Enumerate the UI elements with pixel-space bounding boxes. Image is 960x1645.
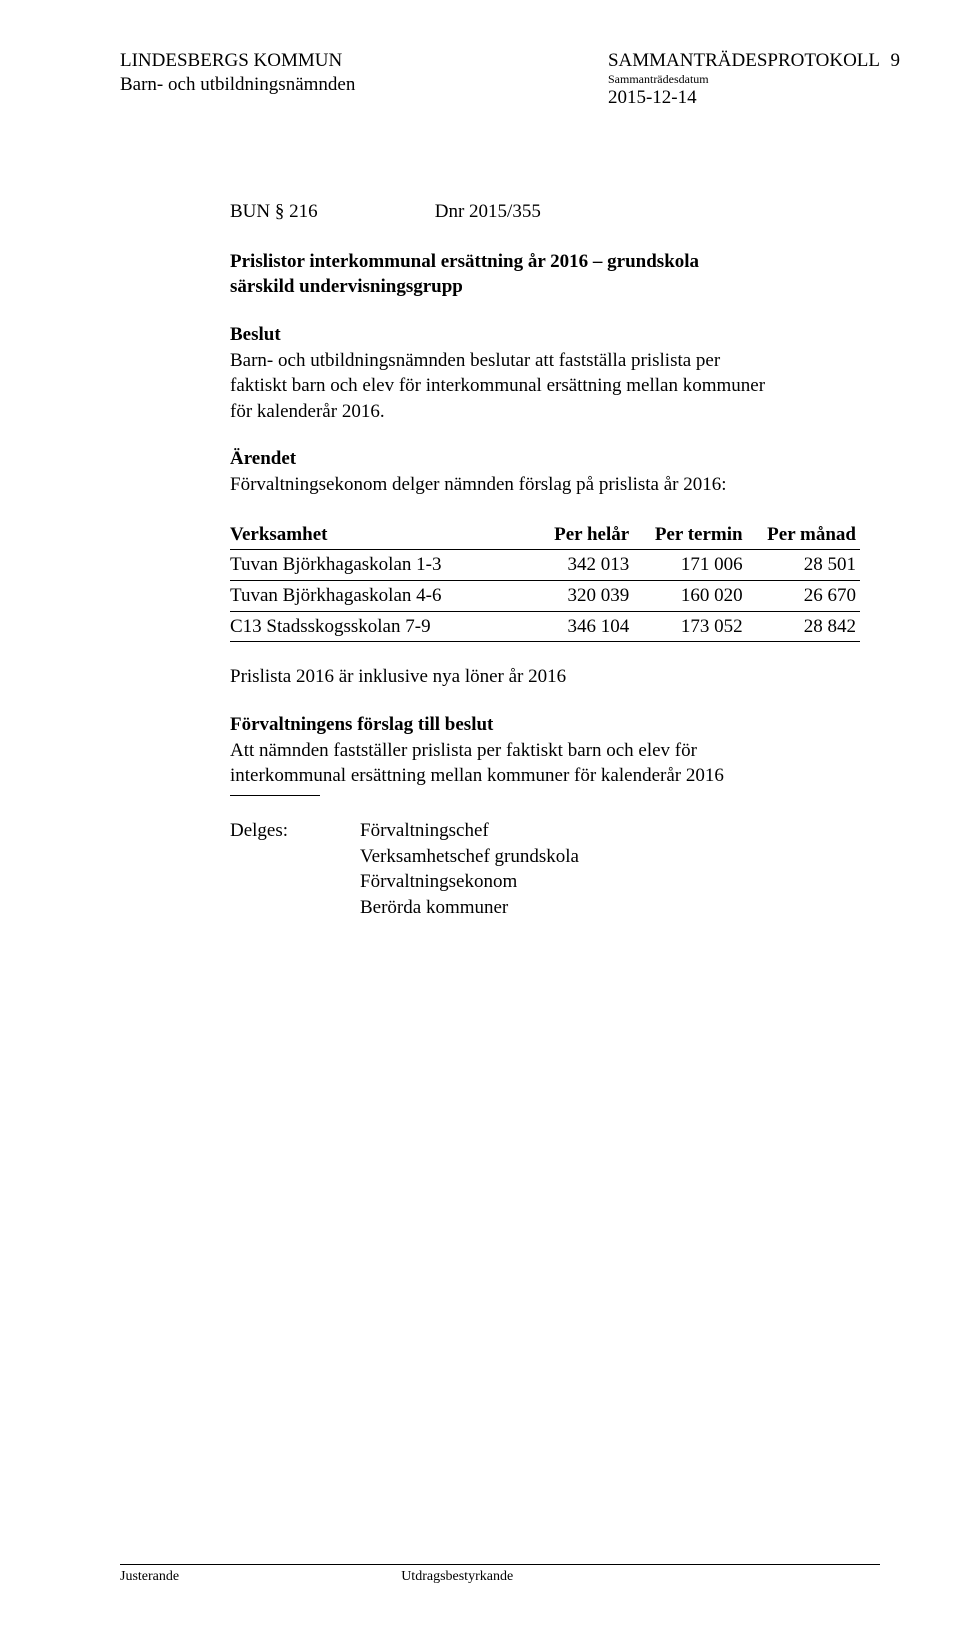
delges-label: Delges: bbox=[230, 818, 360, 844]
bun-label: BUN § 216 bbox=[230, 199, 430, 225]
cell: 26 670 bbox=[747, 581, 860, 612]
cell: 346 104 bbox=[520, 611, 633, 642]
col-helar: Per helår bbox=[520, 520, 633, 550]
delges-section: Delges: Förvaltningschef Verksamhetschef… bbox=[230, 818, 860, 921]
namnden-name: Barn- och utbildningsnämnden bbox=[120, 74, 355, 96]
col-manad: Per månad bbox=[747, 520, 860, 550]
title-line1: Prislistor interkommunal ersättning år 2… bbox=[230, 249, 860, 275]
header-left: LINDESBERGS KOMMUN Barn- och utbildnings… bbox=[120, 50, 355, 96]
cell: 171 006 bbox=[633, 550, 746, 581]
delges-values: Förvaltningschef Verksamhetschef grundsk… bbox=[360, 818, 579, 921]
arendet-label: Ärendet bbox=[230, 446, 860, 472]
separator-line bbox=[230, 795, 320, 796]
dnr: Dnr 2015/355 bbox=[435, 201, 541, 222]
beslut-text3: för kalenderår 2016. bbox=[230, 399, 860, 425]
document-page: 9 LINDESBERGS KOMMUN Barn- och utbildnin… bbox=[0, 0, 960, 1645]
kommun-name: LINDESBERGS KOMMUN bbox=[120, 50, 355, 72]
arendet-text: Förvaltningsekonom delger nämnden försla… bbox=[230, 472, 860, 498]
forslag-text2: interkommunal ersättning mellan kommuner… bbox=[230, 763, 860, 789]
footer: Justerande Utdragsbestyrkande bbox=[120, 1564, 880, 1585]
cell: Tuvan Björkhagaskolan 4-6 bbox=[230, 581, 520, 612]
cell: C13 Stadsskogsskolan 7-9 bbox=[230, 611, 520, 642]
col-verksamhet: Verksamhet bbox=[230, 520, 520, 550]
beslut-section: Beslut Barn- och utbildningsnämnden besl… bbox=[230, 322, 860, 425]
table-row: Tuvan Björkhagaskolan 1-3 342 013 171 00… bbox=[230, 550, 860, 581]
beslut-text2: faktiskt barn och elev för interkommunal… bbox=[230, 373, 860, 399]
prislista-note: Prislista 2016 är inklusive nya löner år… bbox=[230, 664, 860, 690]
arendet-section: Ärendet Förvaltningsekonom delger nämnde… bbox=[230, 446, 860, 497]
cell: 173 052 bbox=[633, 611, 746, 642]
protokoll-sub: Sammanträdesdatum bbox=[608, 72, 880, 87]
bun-row: BUN § 216 Dnr 2015/355 bbox=[230, 199, 860, 225]
header-right: SAMMANTRÄDESPROTOKOLL Sammanträdesdatum … bbox=[608, 50, 880, 109]
protokoll-title: SAMMANTRÄDESPROTOKOLL bbox=[608, 50, 880, 72]
delges-value: Berörda kommuner bbox=[360, 895, 579, 921]
table-row: C13 Stadsskogsskolan 7-9 346 104 173 052… bbox=[230, 611, 860, 642]
cell: 160 020 bbox=[633, 581, 746, 612]
beslut-text1: Barn- och utbildningsnämnden beslutar at… bbox=[230, 348, 860, 374]
table-row: Tuvan Björkhagaskolan 4-6 320 039 160 02… bbox=[230, 581, 860, 612]
cell: 28 842 bbox=[747, 611, 860, 642]
document-title: Prislistor interkommunal ersättning år 2… bbox=[230, 249, 860, 300]
delges-value: Förvaltningschef bbox=[360, 818, 579, 844]
forslag-text1: Att nämnden fastställer prislista per fa… bbox=[230, 738, 860, 764]
footer-right: Utdragsbestyrkande bbox=[401, 1569, 880, 1585]
forslag-label: Förvaltningens förslag till beslut bbox=[230, 712, 860, 738]
col-termin: Per termin bbox=[633, 520, 746, 550]
footer-left: Justerande bbox=[120, 1569, 401, 1585]
forslag-section: Förvaltningens förslag till beslut Att n… bbox=[230, 712, 860, 789]
content: BUN § 216 Dnr 2015/355 Prislistor interk… bbox=[230, 199, 860, 920]
title-line2: särskild undervisningsgrupp bbox=[230, 274, 860, 300]
beslut-label: Beslut bbox=[230, 322, 860, 348]
header: LINDESBERGS KOMMUN Barn- och utbildnings… bbox=[120, 50, 880, 109]
cell: 28 501 bbox=[747, 550, 860, 581]
delges-value: Förvaltningsekonom bbox=[360, 869, 579, 895]
datum: 2015-12-14 bbox=[608, 87, 880, 109]
cell: 342 013 bbox=[520, 550, 633, 581]
table-header-row: Verksamhet Per helår Per termin Per måna… bbox=[230, 520, 860, 550]
cell: Tuvan Björkhagaskolan 1-3 bbox=[230, 550, 520, 581]
delges-value: Verksamhetschef grundskola bbox=[360, 844, 579, 870]
cell: 320 039 bbox=[520, 581, 633, 612]
page-number: 9 bbox=[891, 50, 901, 72]
price-table: Verksamhet Per helår Per termin Per måna… bbox=[230, 520, 860, 643]
